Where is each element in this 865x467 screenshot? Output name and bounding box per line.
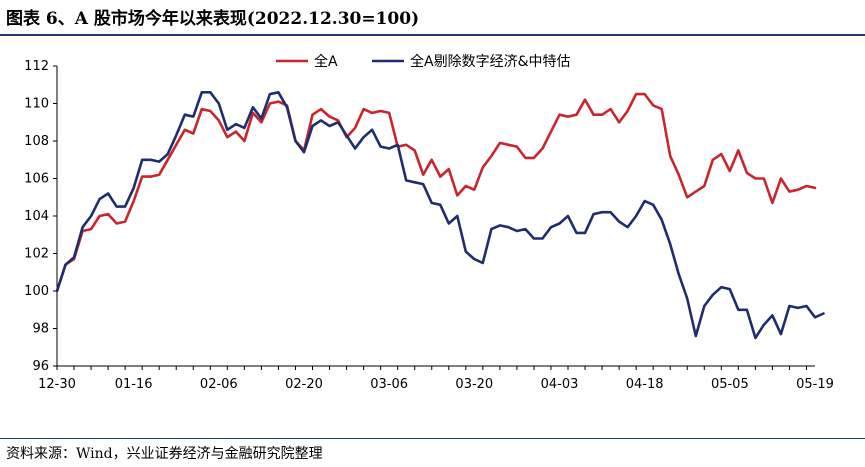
title-divider [0,34,865,36]
y-tick-label: 108 [24,134,49,149]
x-tick-label: 03-20 [455,377,493,392]
series-lines [55,90,825,340]
y-tick-label: 104 [24,209,49,224]
series-line-all-a [55,92,817,293]
y-tick-label: 110 [24,97,49,112]
legend-label-all-a-excluding: 全A剔除数字经济&中特估 [410,53,571,70]
legend-label-all-a: 全A [314,53,338,70]
y-tick-label: 102 [24,247,49,262]
x-tick-label: 02-06 [200,377,238,392]
chart-title: 图表 6、A 股市场今年以来表现(2022.12.30=100) [6,9,420,29]
source-divider [0,438,865,439]
x-tick-label: 05-05 [711,377,749,392]
x-tick-label: 04-18 [626,377,664,392]
y-tick-label: 100 [24,284,49,299]
y-axis-ticks: 96 98 100 102 104 106 108 110 112 [24,59,57,374]
x-tick-label: 04-03 [541,377,579,392]
series-line-all-a-excluding [55,90,825,340]
legend: 全A 全A剔除数字经济&中特估 [276,53,571,70]
y-tick-label: 106 [24,172,49,187]
y-tick-label: 98 [32,322,49,337]
source-note: 资料来源：Wind，兴业证券经济与金融研究院整理 [6,446,323,462]
x-tick-label: 02-20 [285,377,323,392]
y-tick-label: 112 [24,59,49,74]
line-chart: 96 98 100 102 104 106 108 110 112 12-30 01-16 02-0… [24,53,834,392]
x-tick-label: 03-06 [370,377,408,392]
x-axis-ticks: 12-30 01-16 02-06 02-20 03-06 03-20 04-03 04-18… [38,366,834,392]
x-tick-label: 12-30 [38,377,76,392]
x-tick-label: 05-19 [796,377,834,392]
y-tick-label: 96 [32,359,49,374]
x-tick-label: 01-16 [115,377,153,392]
